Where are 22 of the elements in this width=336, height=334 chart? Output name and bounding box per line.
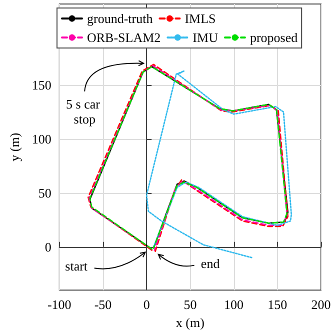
annotation: end [200,256,220,271]
legend-label: IMLS [184,11,216,26]
y-tick-label: 150 [32,77,52,92]
x-axis-title: x (m) [176,315,204,330]
x-tick-label: 150 [268,297,288,312]
x-tick-label: -100 [47,297,72,312]
x-tick-label: 200 [311,297,331,312]
annotation: 5 s car stop [66,96,104,126]
x-tick-label: 0 [143,297,150,312]
legend-label: ORB-SLAM2 [87,30,161,45]
legend-label: ground-truth [87,11,154,26]
legend-label: IMU [192,30,219,45]
annotation: start [65,258,88,274]
y-tick-label: 0 [44,239,52,254]
y-axis-title: y (m) [7,132,22,162]
x-tick-label: -50 [94,297,112,312]
x-tick-label: 50 [184,297,197,312]
legend-label: proposed [250,30,298,45]
x-tick-label: 100 [224,297,244,312]
y-tick-label: 100 [32,131,52,146]
line-series [146,70,292,258]
y-tick-label: 50 [38,185,52,200]
